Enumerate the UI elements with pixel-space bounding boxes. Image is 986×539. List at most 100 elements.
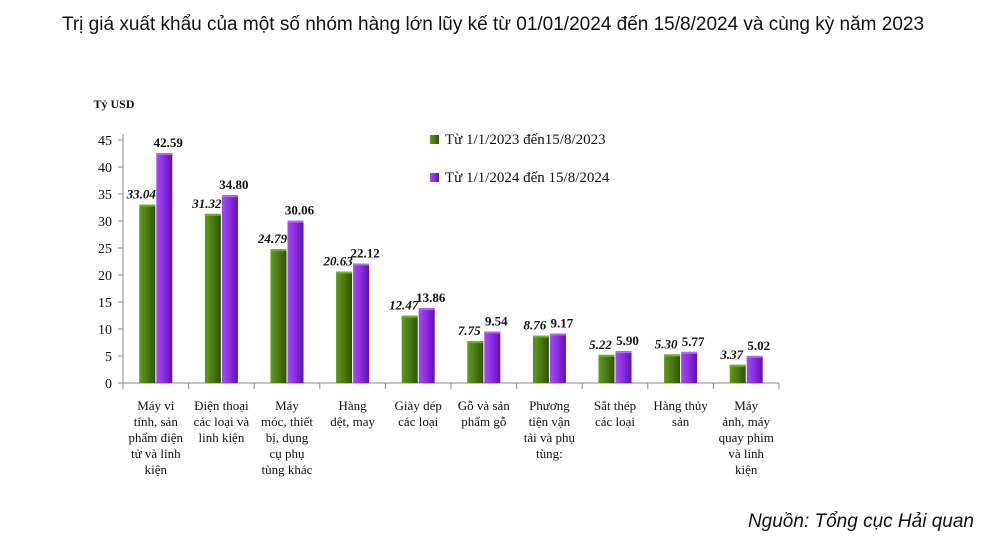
bar-top-highlight: [467, 341, 484, 344]
data-label: 5.30: [655, 336, 678, 351]
data-label: 9.17: [551, 315, 574, 330]
bar-top-highlight: [418, 308, 435, 311]
category-label: Máy: [734, 398, 758, 413]
bar-2023: [664, 354, 681, 383]
y-tick-label: 25: [98, 242, 112, 257]
category-label: Gỗ và sản: [458, 398, 510, 413]
bar-2023: [270, 249, 287, 383]
bar-2024: [746, 355, 763, 383]
bar-top-highlight: [401, 315, 418, 318]
y-tick-label: 5: [105, 350, 112, 365]
category-label: Phương: [529, 398, 570, 413]
bar-2023: [467, 341, 484, 383]
bar-2023: [401, 315, 418, 383]
data-label: 42.59: [154, 135, 184, 150]
data-label: 33.04: [126, 187, 157, 202]
bar-2023: [204, 213, 221, 383]
category-label: Sắt thép: [594, 398, 636, 413]
bar-2024: [615, 351, 632, 383]
category-label: tiện vận: [529, 414, 571, 429]
bar-top-highlight: [532, 335, 549, 338]
data-label: 12.47: [389, 298, 419, 313]
data-label: 9.54: [485, 313, 508, 328]
category-label: các loại: [398, 414, 438, 429]
bar-top-highlight: [615, 351, 632, 354]
category-label: tùng khác: [262, 462, 313, 477]
legend-label: Từ 1/1/2023 đến15/8/2023: [445, 132, 606, 148]
category-label: dệt, may: [330, 414, 375, 429]
y-tick-label: 30: [98, 215, 112, 230]
data-label: 13.86: [416, 290, 446, 305]
bar-top-highlight: [729, 364, 746, 367]
bar-top-highlight: [353, 263, 370, 266]
bar-top-highlight: [156, 153, 173, 156]
category-label: ảnh, máy: [722, 414, 770, 429]
bar-top-highlight: [287, 220, 304, 223]
data-label: 31.32: [191, 196, 222, 211]
legend-swatch-2023: [430, 135, 439, 144]
data-label: 22.12: [350, 246, 379, 261]
bar-top-highlight: [221, 195, 238, 198]
category-label: Giày dép: [395, 398, 442, 413]
category-label: kiện: [145, 462, 168, 477]
bar-2023: [532, 335, 549, 383]
bar-2024: [549, 333, 566, 383]
data-label: 20.63: [322, 254, 353, 269]
chart-title: Trị giá xuất khẩu của một số nhóm hàng l…: [61, 14, 925, 35]
category-label: quay phim: [719, 430, 774, 445]
category-label: Máy vi: [137, 398, 175, 413]
y-axis-label: Tỷ USD: [93, 97, 134, 111]
category-label: các loại: [595, 414, 635, 429]
y-tick-label: 15: [98, 296, 112, 311]
bar-2024: [156, 153, 173, 383]
category-label: tùng:: [536, 446, 563, 461]
category-label: phẩm điện: [129, 430, 184, 445]
category-label: móc, thiết: [261, 414, 313, 429]
bar-top-highlight: [270, 249, 287, 252]
data-label: 3.37: [719, 347, 743, 362]
data-label: 5.90: [616, 333, 639, 348]
category-label: Điện thoại: [194, 398, 249, 413]
bar-top-highlight: [746, 355, 763, 358]
category-label: Hàng: [339, 398, 368, 413]
data-label: 5.02: [747, 338, 770, 353]
bar-top-highlight: [484, 331, 501, 334]
source-note: Nguồn: Tổng cục Hải quan: [747, 511, 974, 532]
category-label: các loại và: [194, 414, 250, 429]
category-label: linh kiện: [198, 430, 244, 445]
data-label: 5.77: [682, 334, 705, 349]
legend-swatch-2024: [430, 173, 439, 182]
bar-2024: [353, 263, 370, 383]
y-tick-label: 35: [98, 188, 112, 203]
y-tick-label: 40: [98, 161, 112, 176]
bar-top-highlight: [598, 354, 615, 357]
bar-2023: [729, 364, 746, 383]
category-label: tính, sản: [134, 414, 179, 429]
category-label: kiện: [735, 462, 758, 477]
bar-2024: [287, 220, 304, 383]
bar-2024: [484, 331, 501, 383]
data-label: 8.76: [524, 318, 547, 333]
data-label: 7.75: [458, 323, 481, 338]
category-label: và linh: [728, 446, 764, 461]
bar-top-highlight: [681, 351, 698, 354]
category-label: phẩm gỗ: [461, 414, 506, 429]
category-label: Máy: [275, 398, 299, 413]
bar-top-highlight: [664, 354, 681, 357]
category-label: bị, dụng: [266, 430, 309, 445]
bar-2023: [598, 354, 615, 383]
data-label: 24.79: [257, 231, 288, 246]
bar-2024: [418, 308, 435, 383]
bar-2023: [336, 271, 353, 383]
category-label: sản: [672, 414, 690, 429]
data-label: 34.80: [219, 177, 248, 192]
bar-top-highlight: [139, 204, 156, 207]
data-label: 30.06: [285, 203, 315, 218]
bar-top-highlight: [204, 213, 221, 216]
y-tick-label: 0: [105, 377, 112, 392]
y-tick-label: 45: [98, 134, 112, 149]
bar-2024: [221, 195, 238, 383]
bar-2023: [139, 204, 156, 383]
y-tick-label: 10: [98, 323, 112, 338]
